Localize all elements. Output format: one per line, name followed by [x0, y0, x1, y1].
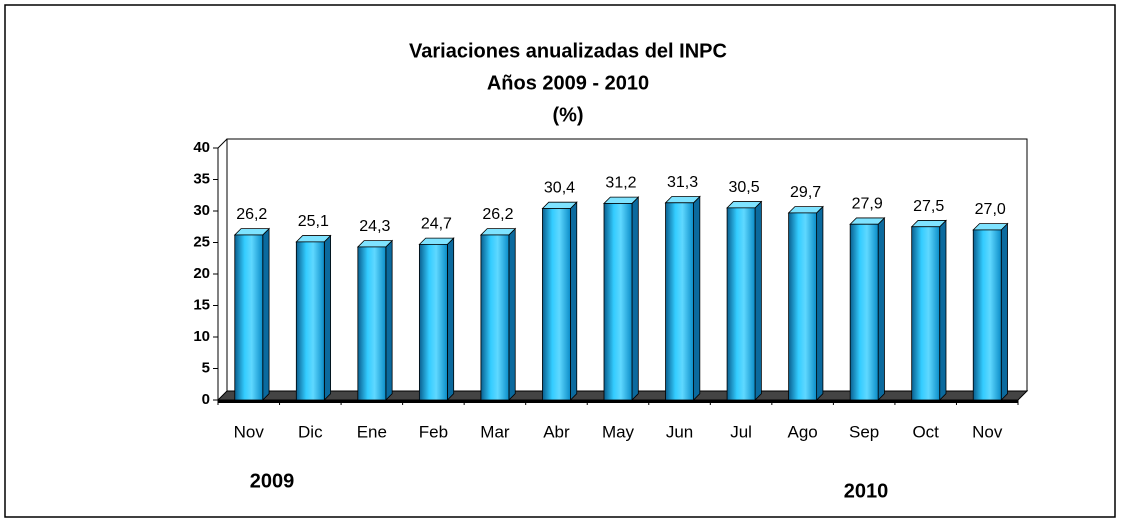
value-label: 31,2 — [605, 175, 636, 192]
value-label: 25,1 — [298, 213, 329, 230]
bar — [726, 200, 763, 401]
bar-front — [603, 203, 633, 401]
bar — [479, 227, 517, 401]
bar-front — [849, 223, 879, 401]
x-tick-label: Nov — [972, 422, 1003, 441]
bar-side — [262, 227, 270, 401]
bar-side — [1000, 222, 1008, 401]
unit-label: (%) — [552, 104, 583, 126]
bar-side — [385, 239, 393, 401]
value-label: 27,9 — [852, 195, 883, 212]
bar-front — [480, 234, 510, 401]
y-tick-label: 0 — [202, 391, 210, 408]
value-label: 31,3 — [667, 174, 698, 191]
bar — [972, 222, 1009, 401]
bar-top — [233, 228, 271, 236]
bar-side — [570, 201, 578, 401]
value-label: 24,7 — [421, 216, 452, 233]
bar-side — [323, 234, 332, 401]
chart-subtitle: Años 2009 - 2010 — [487, 72, 649, 94]
year-annotation: 2010 — [844, 480, 889, 502]
chart-title: Variaciones anualizadas del INPC — [409, 40, 727, 62]
bar-front — [972, 229, 1002, 401]
bar — [910, 219, 947, 401]
bar — [849, 216, 886, 401]
bar-top — [664, 196, 701, 204]
x-tick-label: Jul — [730, 422, 752, 441]
bar-front — [234, 234, 264, 401]
year-annotation: 2009 — [250, 470, 295, 492]
bar-front — [418, 243, 448, 401]
bar-side — [754, 200, 762, 401]
bar-top — [972, 223, 1009, 231]
x-tick-label: May — [602, 422, 635, 441]
bar-front — [542, 208, 571, 401]
floor-edge — [218, 400, 1018, 403]
bar-top — [418, 237, 455, 245]
bar-side — [446, 237, 455, 401]
bar-front — [665, 202, 694, 401]
bar-top — [849, 217, 886, 225]
x-tick-label: Jun — [666, 422, 693, 441]
y-tick-label: 5 — [202, 359, 210, 376]
y-tick-label: 25 — [193, 233, 210, 250]
x-tick-label: Ene — [357, 422, 387, 441]
value-label: 30,5 — [729, 179, 760, 196]
x-tick-label: Sep — [849, 422, 879, 441]
y-tick-label: 30 — [193, 202, 210, 219]
bar — [295, 234, 332, 401]
bar-top — [541, 201, 578, 209]
bar-top — [726, 201, 763, 209]
y-tick-label: 10 — [193, 328, 210, 345]
value-label: 26,2 — [482, 206, 513, 223]
bar-front — [911, 226, 941, 401]
bar-front — [357, 246, 387, 401]
bar-front — [788, 212, 818, 401]
bar — [356, 239, 394, 401]
bar-side — [877, 216, 885, 401]
bar — [541, 201, 578, 401]
x-tick-label: Feb — [419, 422, 448, 441]
bar — [664, 195, 701, 401]
value-label: 30,4 — [544, 180, 575, 197]
value-label: 29,7 — [790, 184, 821, 201]
x-tick-label: Nov — [234, 422, 265, 441]
x-tick-label: Oct — [912, 422, 939, 441]
value-label: 27,0 — [975, 201, 1006, 218]
bar — [233, 227, 271, 401]
bar-side — [508, 227, 516, 401]
x-tick-label: Dic — [298, 422, 323, 441]
bar-top — [910, 220, 947, 228]
bar-side — [939, 219, 947, 401]
bar — [787, 205, 824, 401]
bar-side — [631, 196, 639, 401]
bar-top — [479, 228, 517, 236]
bar-top — [356, 240, 394, 248]
bar — [418, 237, 455, 401]
y-tick-label: 20 — [193, 265, 210, 282]
bar-top — [787, 206, 824, 214]
x-tick-label: Mar — [480, 422, 510, 441]
y-tick-label: 15 — [193, 296, 210, 313]
y-tick-label: 40 — [193, 139, 210, 156]
x-tick-label: Abr — [543, 422, 570, 441]
bar-top — [295, 235, 332, 243]
value-label: 24,3 — [359, 218, 390, 235]
bar-side — [693, 195, 701, 401]
bar-top — [603, 196, 640, 204]
bar — [603, 196, 640, 401]
bar-side — [816, 205, 824, 401]
bar-front — [295, 241, 325, 401]
y-axis-depth — [217, 138, 228, 149]
bar-front — [726, 207, 756, 401]
y-tick-label: 35 — [193, 170, 210, 187]
value-label: 26,2 — [236, 206, 267, 223]
value-label: 27,5 — [913, 198, 944, 215]
x-tick-label: Ago — [787, 422, 817, 441]
